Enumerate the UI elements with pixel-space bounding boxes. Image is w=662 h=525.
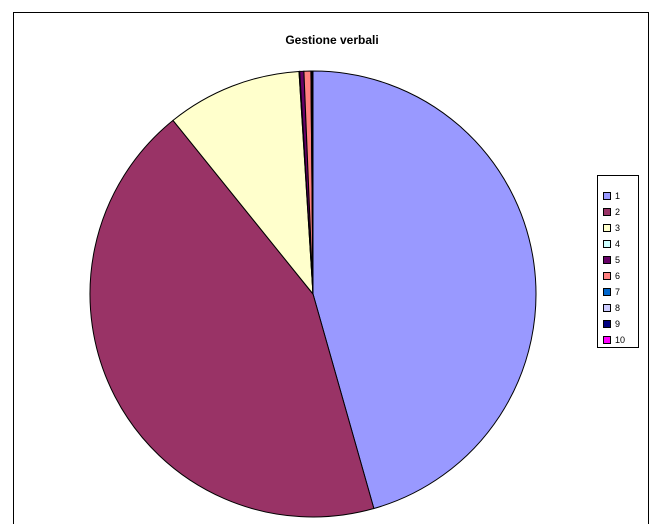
- chart-area: Gestione verbali: [13, 12, 649, 524]
- legend-label: 2: [615, 207, 621, 217]
- legend-label: 9: [615, 319, 621, 329]
- legend-item-6: 6: [603, 270, 620, 282]
- legend-item-4: 4: [603, 238, 620, 250]
- legend-swatch: [603, 287, 611, 296]
- legend-label: 1: [615, 191, 621, 201]
- legend-item-8: 8: [603, 302, 620, 314]
- legend: 1 2 3 4 5 6 7 8 9 10: [597, 175, 639, 348]
- legend-item-9: 9: [603, 318, 620, 330]
- legend-swatch: [603, 271, 611, 280]
- pie-slice-3: [172, 70, 314, 296]
- legend-label: 5: [615, 255, 621, 265]
- legend-label: 8: [615, 303, 621, 313]
- legend-swatch: [603, 239, 611, 248]
- legend-label: 10: [615, 335, 626, 345]
- legend-swatch: [603, 191, 611, 200]
- legend-item-3: 3: [603, 222, 620, 234]
- pie-slice-1: [312, 70, 537, 510]
- legend-label: 3: [615, 223, 621, 233]
- legend-swatch: [603, 207, 611, 216]
- legend-label: 6: [615, 271, 621, 281]
- chart-title: Gestione verbali: [285, 33, 379, 47]
- legend-swatch: [603, 255, 611, 264]
- legend-item-5: 5: [603, 254, 620, 266]
- legend-swatch: [603, 223, 611, 232]
- pie-chart: [89, 70, 537, 518]
- legend-swatch: [603, 319, 611, 328]
- legend-swatch: [603, 303, 611, 312]
- legend-item-2: 2: [603, 206, 620, 218]
- legend-item-1: 1: [603, 190, 620, 202]
- pie-slice-9: [311, 70, 314, 295]
- legend-swatch: [603, 335, 611, 344]
- legend-label: 4: [615, 239, 621, 249]
- legend-item-10: 10: [603, 334, 625, 346]
- legend-label: 7: [615, 287, 621, 297]
- legend-item-7: 7: [603, 286, 620, 298]
- pie-slice-2: [89, 119, 375, 518]
